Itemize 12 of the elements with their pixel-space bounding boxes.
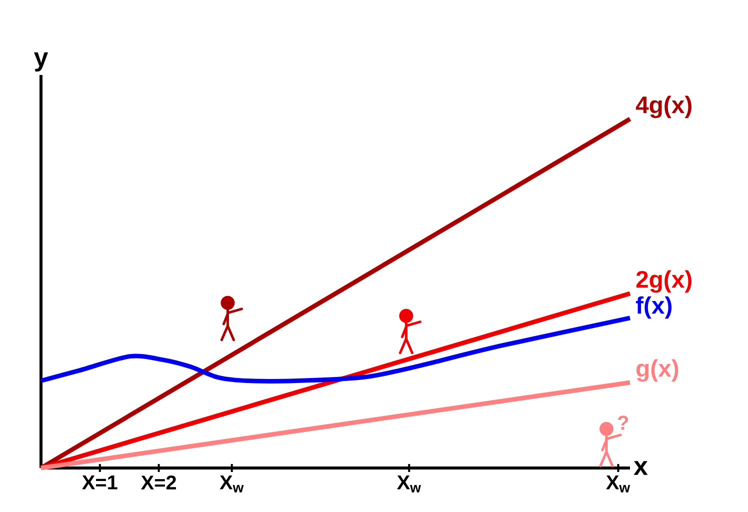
series-label: f(x) <box>636 296 672 319</box>
x-tick-label: X$_{w}$ <box>606 476 630 492</box>
annotation: ? <box>618 416 628 430</box>
series-label: g(x) <box>636 359 678 382</box>
x-tick-label: X=2 <box>140 476 176 490</box>
series-label: 4g(x) <box>636 96 692 118</box>
x-tick-label: X=1 <box>82 476 118 490</box>
x-tick-label: X$_{w}$ <box>220 476 244 492</box>
x-tick-label: X$_{w}$ <box>396 476 421 492</box>
series-label: 2g(x) <box>636 270 692 293</box>
x-axis-title: x <box>634 461 648 475</box>
y-axis-title: y <box>34 52 48 72</box>
